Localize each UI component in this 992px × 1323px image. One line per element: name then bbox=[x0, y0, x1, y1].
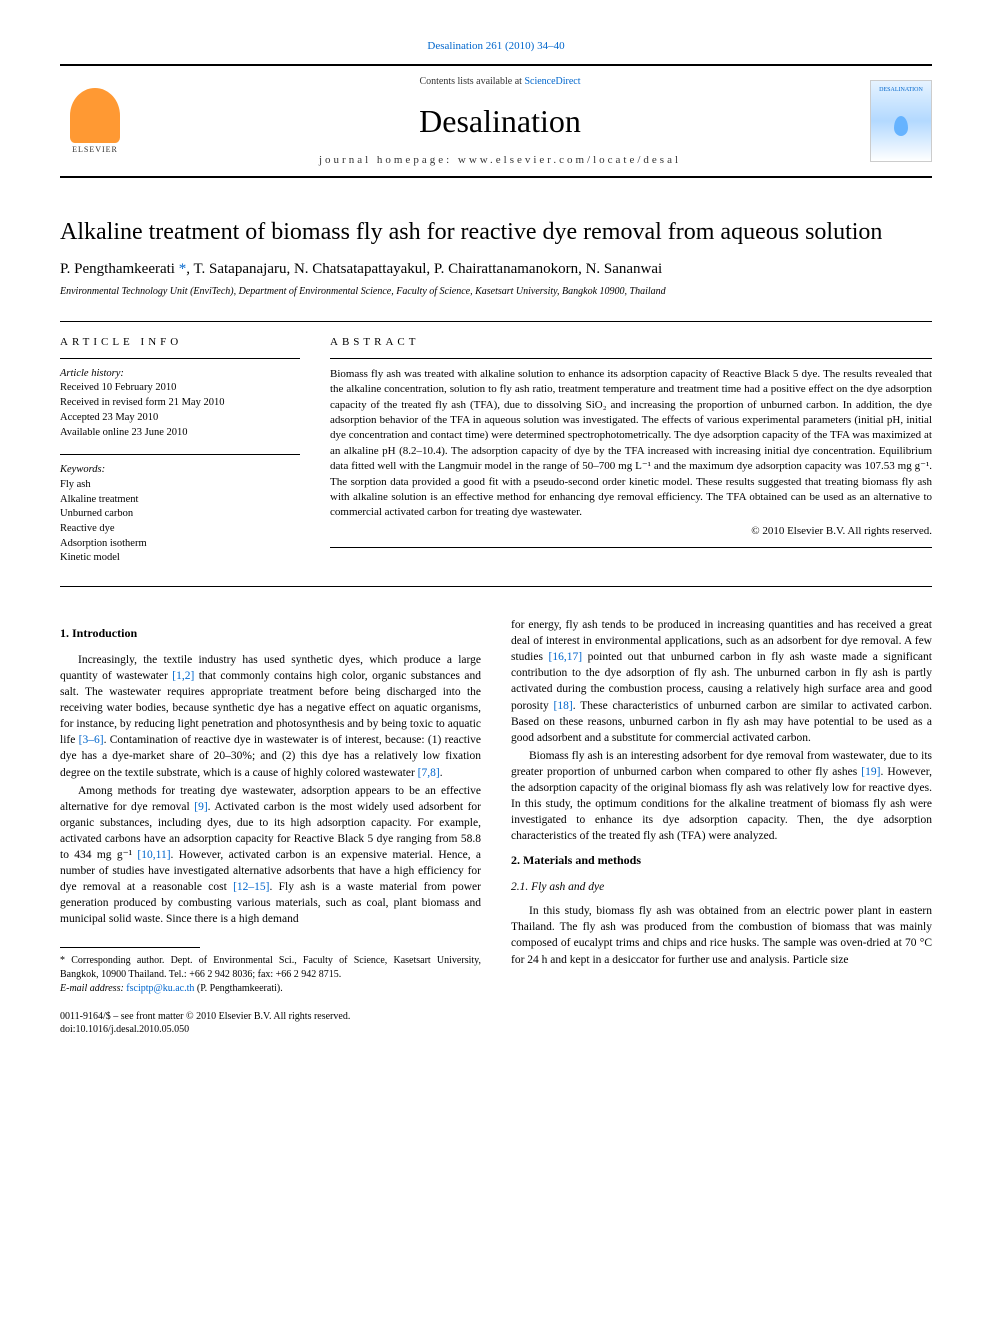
elsevier-logo[interactable]: ELSEVIER bbox=[60, 81, 130, 161]
bottom-info: 0011-9164/$ – see front matter © 2010 El… bbox=[60, 1010, 481, 1036]
authors-text: P. Pengthamkeerati *, T. Satapanajaru, N… bbox=[60, 261, 662, 277]
info-divider-1 bbox=[60, 358, 300, 359]
reference-link[interactable]: [1,2] bbox=[172, 670, 194, 682]
keyword-item: Alkaline treatment bbox=[60, 493, 300, 508]
intro-paragraph-2: Among methods for treating dye wastewate… bbox=[60, 783, 481, 928]
header-center: Contents lists available at ScienceDirec… bbox=[130, 76, 870, 166]
abstract-label: ABSTRACT bbox=[330, 336, 932, 348]
corresponding-footnote: * Corresponding author. Dept. of Environ… bbox=[60, 954, 481, 996]
history-revised: Received in revised form 21 May 2010 bbox=[60, 396, 300, 411]
body-column-right: for energy, fly ash tends to be produced… bbox=[511, 617, 932, 1036]
subsection-heading: 2.1. Fly ash and dye bbox=[511, 879, 932, 895]
reference-link[interactable]: [3–6] bbox=[79, 734, 104, 746]
history-received: Received 10 February 2010 bbox=[60, 381, 300, 396]
elsevier-tree-icon bbox=[70, 88, 120, 143]
copyright-line: © 2010 Elsevier B.V. All rights reserved… bbox=[330, 525, 932, 537]
info-row: ARTICLE INFO Article history: Received 1… bbox=[60, 336, 932, 566]
abstract-text: Biomass fly ash was treated with alkalin… bbox=[330, 367, 932, 521]
col2-paragraph-1: for energy, fly ash tends to be produced… bbox=[511, 617, 932, 746]
section-heading-intro: 1. Introduction bbox=[60, 625, 481, 642]
email-suffix: (P. Pengthamkeerati). bbox=[194, 983, 282, 994]
article-info-column: ARTICLE INFO Article history: Received 1… bbox=[60, 336, 300, 566]
methods-paragraph-1: In this study, biomass fly ash was obtai… bbox=[511, 903, 932, 967]
corresponding-mark[interactable]: * bbox=[179, 261, 187, 277]
keywords-label: Keywords: bbox=[60, 463, 300, 478]
abstract-divider bbox=[330, 358, 932, 359]
footnote-divider bbox=[60, 947, 200, 948]
email-link[interactable]: fsciptp@ku.ac.th bbox=[126, 983, 194, 994]
sciencedirect-link[interactable]: ScienceDirect bbox=[524, 76, 580, 87]
keyword-item: Kinetic model bbox=[60, 551, 300, 566]
keyword-item: Adsorption isotherm bbox=[60, 537, 300, 552]
reference-link[interactable]: [19] bbox=[861, 766, 880, 778]
reference-link[interactable]: [9] bbox=[194, 801, 207, 813]
keyword-item: Reactive dye bbox=[60, 522, 300, 537]
history-online: Available online 23 June 2010 bbox=[60, 426, 300, 441]
footnote-corr: * Corresponding author. Dept. of Environ… bbox=[60, 954, 481, 982]
intro-paragraph-1: Increasingly, the textile industry has u… bbox=[60, 652, 481, 781]
reference-link[interactable]: [12–15] bbox=[233, 881, 269, 893]
journal-header: ELSEVIER Contents lists available at Sci… bbox=[60, 64, 932, 178]
section-heading-methods: 2. Materials and methods bbox=[511, 852, 932, 869]
footnote-email-line: E-mail address: fsciptp@ku.ac.th (P. Pen… bbox=[60, 982, 481, 996]
homepage-url[interactable]: www.elsevier.com/locate/desal bbox=[458, 154, 681, 166]
page-container: Desalination 261 (2010) 34–40 ELSEVIER C… bbox=[0, 0, 992, 1076]
contents-prefix: Contents lists available at bbox=[419, 76, 524, 87]
col2-paragraph-2: Biomass fly ash is an interesting adsorb… bbox=[511, 748, 932, 845]
body-column-left: 1. Introduction Increasingly, the textil… bbox=[60, 617, 481, 1036]
text-span: . bbox=[440, 767, 443, 779]
article-info-label: ARTICLE INFO bbox=[60, 336, 300, 348]
homepage-prefix: journal homepage: bbox=[319, 154, 458, 166]
journal-cover-thumb[interactable]: DESALINATION bbox=[870, 80, 932, 162]
reference-link[interactable]: [7,8] bbox=[418, 767, 440, 779]
cover-label: DESALINATION bbox=[879, 87, 923, 93]
divider-mid bbox=[60, 586, 932, 587]
cover-drop-icon bbox=[894, 116, 908, 136]
journal-name: Desalination bbox=[130, 103, 870, 140]
divider-top bbox=[60, 321, 932, 322]
abstract-divider-bottom bbox=[330, 547, 932, 548]
abstract-column: ABSTRACT Biomass fly ash was treated wit… bbox=[330, 336, 932, 566]
front-matter-line: 0011-9164/$ – see front matter © 2010 El… bbox=[60, 1010, 481, 1023]
contents-line: Contents lists available at ScienceDirec… bbox=[130, 76, 870, 87]
authors-line: P. Pengthamkeerati *, T. Satapanajaru, N… bbox=[60, 261, 932, 278]
info-divider-2 bbox=[60, 454, 300, 455]
homepage-line: journal homepage: www.elsevier.com/locat… bbox=[130, 154, 870, 166]
keywords-block: Keywords: Fly ash Alkaline treatment Unb… bbox=[60, 463, 300, 566]
keyword-item: Unburned carbon bbox=[60, 507, 300, 522]
affiliation: Environmental Technology Unit (EnviTech)… bbox=[60, 286, 932, 297]
article-history: Article history: Received 10 February 20… bbox=[60, 367, 300, 440]
keyword-item: Fly ash bbox=[60, 478, 300, 493]
history-accepted: Accepted 23 May 2010 bbox=[60, 411, 300, 426]
elsevier-label: ELSEVIER bbox=[72, 145, 118, 154]
reference-link[interactable]: [10,11] bbox=[137, 849, 170, 861]
reference-link[interactable]: [16,17] bbox=[549, 651, 583, 663]
doi-line[interactable]: doi:10.1016/j.desal.2010.05.050 bbox=[60, 1023, 481, 1036]
history-label: Article history: bbox=[60, 367, 300, 382]
journal-reference[interactable]: Desalination 261 (2010) 34–40 bbox=[60, 40, 932, 52]
body-columns: 1. Introduction Increasingly, the textil… bbox=[60, 617, 932, 1036]
email-label: E-mail address: bbox=[60, 983, 126, 994]
reference-link[interactable]: [18] bbox=[554, 700, 573, 712]
text-span: . These characteristics of unburned carb… bbox=[511, 700, 932, 744]
article-title: Alkaline treatment of biomass fly ash fo… bbox=[60, 218, 932, 247]
